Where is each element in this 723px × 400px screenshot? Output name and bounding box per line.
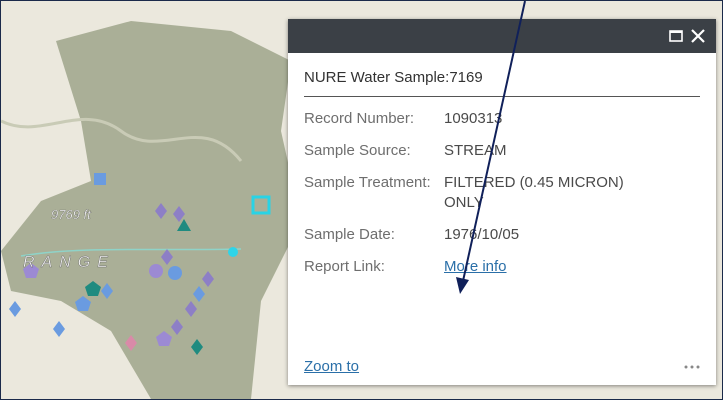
more-menu[interactable]: [684, 364, 700, 370]
field-row: Sample Treatment:FILTERED (0.45 MICRON) …: [304, 173, 700, 213]
field-label: Sample Source:: [304, 141, 444, 161]
elevation-label: 9769 ft: [51, 207, 92, 222]
marker: [94, 173, 106, 185]
maximize-button[interactable]: [666, 26, 686, 46]
range-label: RANGE: [23, 254, 115, 271]
field-row: Report Link:More info: [304, 257, 700, 277]
report-link[interactable]: More info: [444, 258, 507, 275]
popup-footer: Zoom to: [304, 358, 700, 375]
marker: [168, 266, 182, 280]
popup-header: [288, 19, 716, 53]
field-row: Sample Source:STREAM: [304, 141, 700, 161]
marker: [149, 264, 163, 278]
field-row: Record Number:1090313: [304, 109, 700, 129]
field-label: Sample Treatment:: [304, 173, 444, 213]
popup: NURE Water Sample:7169 Record Number:109…: [288, 19, 716, 385]
field-row: Sample Date:1976/10/05: [304, 225, 700, 245]
field-value: More info: [444, 257, 644, 277]
field-value: STREAM: [444, 141, 644, 161]
zoom-link[interactable]: Zoom to: [304, 358, 359, 375]
field-label: Report Link:: [304, 257, 444, 277]
popup-title: NURE Water Sample:7169: [304, 69, 700, 97]
close-button[interactable]: [688, 26, 708, 46]
field-label: Sample Date:: [304, 225, 444, 245]
marker: [228, 247, 238, 257]
field-value: 1976/10/05: [444, 225, 644, 245]
field-value: 1090313: [444, 109, 644, 129]
field-value: FILTERED (0.45 MICRON) ONLY: [444, 173, 644, 213]
screenshot: 9769 ft RANGE NURE Water Sample:7169 Rec…: [0, 0, 723, 400]
field-label: Record Number:: [304, 109, 444, 129]
